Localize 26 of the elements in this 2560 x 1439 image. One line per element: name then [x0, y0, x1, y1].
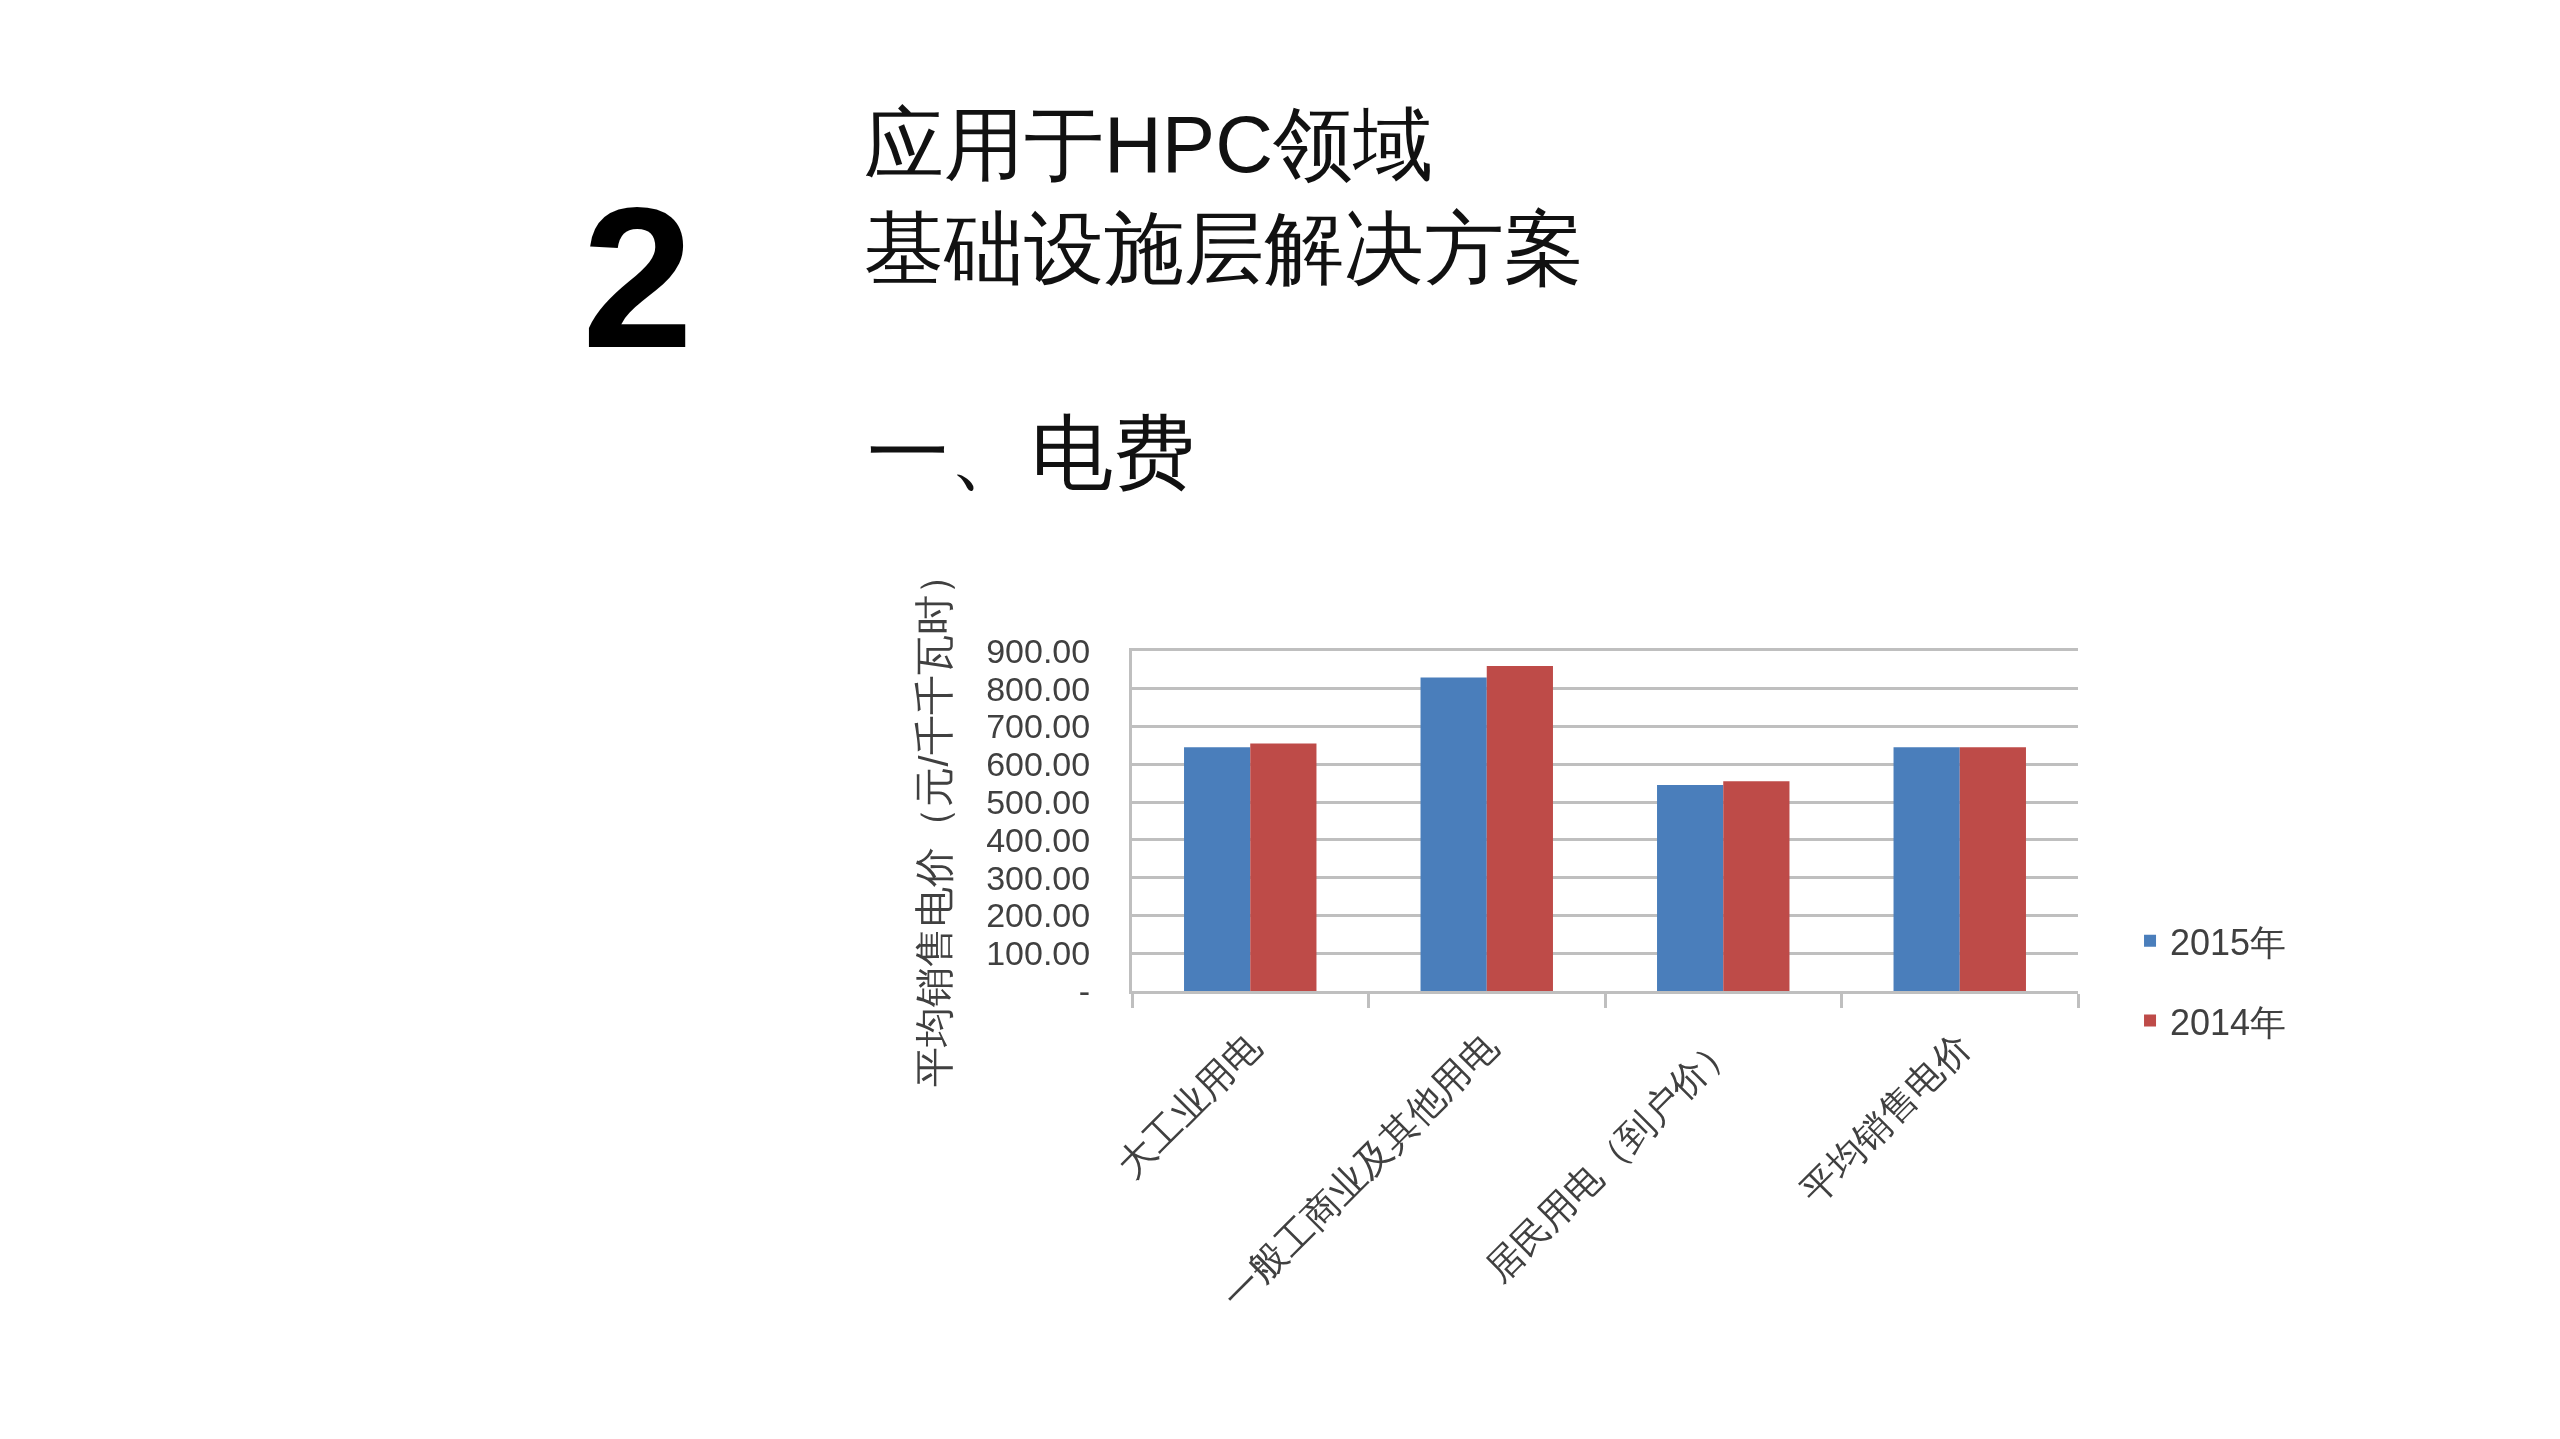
bar [1893, 747, 1960, 991]
chart-title: 应用于HPC领域基础设施层解决方案 [864, 100, 1584, 293]
y-tick-label: 400.00 [986, 820, 1091, 859]
y-tick-label: 800.00 [986, 669, 1091, 708]
bar [1486, 666, 1553, 991]
y-tick-label: 900.00 [986, 631, 1091, 670]
text: 2 [582, 166, 694, 389]
bar [1184, 747, 1251, 991]
y-tick-label: 300.00 [986, 858, 1091, 897]
y-tick-label: 700.00 [986, 707, 1091, 746]
y-axis-title: 平均销售电价（元/千千瓦时） [911, 555, 956, 1087]
bar [1959, 747, 2026, 991]
legend-label: 2015年 [2170, 921, 2287, 963]
bar [1657, 785, 1724, 991]
bar [1250, 743, 1317, 991]
y-tick-label: 600.00 [986, 745, 1091, 784]
y-tick-label: 100.00 [986, 934, 1091, 973]
x-tick-label: 大工业用电 [1109, 1025, 1269, 1186]
chart-subtitle: 一、电费 [867, 407, 1195, 498]
legend-label: 2014年 [2170, 1001, 2287, 1043]
bar [1723, 781, 1790, 991]
y-tick-label: 500.00 [986, 783, 1091, 822]
x-tick-label: 平均销售电价 [1792, 1025, 1979, 1212]
bar [1420, 677, 1487, 991]
y-tick-label: - [1078, 971, 1091, 1010]
y-tick-label: 200.00 [986, 896, 1091, 935]
